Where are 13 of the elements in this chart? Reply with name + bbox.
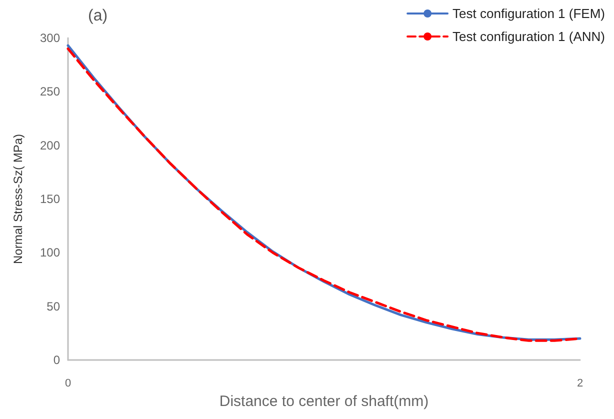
- y-tick-label: 0: [53, 353, 60, 367]
- legend-label: Test configuration 1 (ANN): [452, 29, 605, 44]
- y-tick-label: 250: [40, 84, 60, 99]
- x-axis-title: Distance to center of shaft(mm): [219, 393, 429, 410]
- x-tick-label: 2: [576, 378, 584, 390]
- y-tick-label: 150: [40, 192, 60, 206]
- y-axis-title: Normal Stress-Sz( MPa): [11, 134, 25, 264]
- y-tick-label: 50: [46, 299, 60, 314]
- y-tick-label: 200: [40, 138, 60, 152]
- legend-label: Test configuration 1 (FEM): [452, 6, 605, 21]
- y-tick-label: 300: [40, 31, 60, 45]
- y-tick-label: 100: [40, 246, 60, 260]
- text: (a): [88, 8, 108, 24]
